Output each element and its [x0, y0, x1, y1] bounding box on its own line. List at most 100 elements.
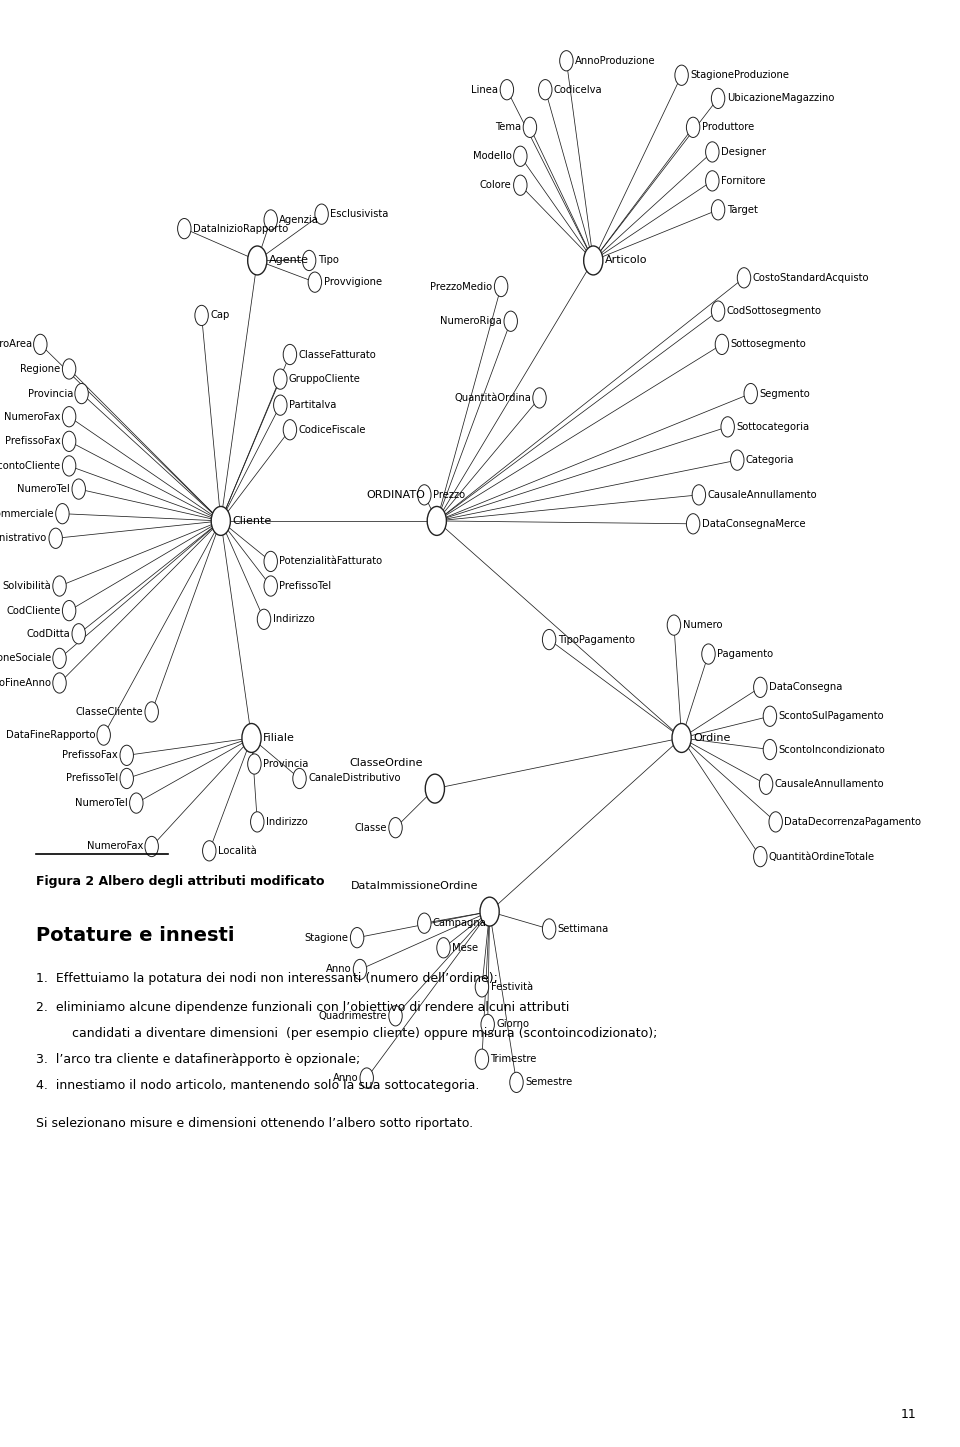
Text: ScontoIncondizionato: ScontoIncondizionato [779, 745, 885, 754]
Text: Anno: Anno [325, 965, 351, 974]
Text: Mese: Mese [452, 943, 478, 952]
Text: Cliente: Cliente [232, 517, 272, 525]
Text: Regione: Regione [20, 365, 60, 373]
Text: DataDecorrenzaPagamento: DataDecorrenzaPagamento [784, 818, 922, 826]
Circle shape [274, 369, 287, 389]
Circle shape [62, 407, 76, 427]
Circle shape [264, 551, 277, 572]
Circle shape [302, 250, 316, 271]
Circle shape [293, 768, 306, 789]
Circle shape [195, 305, 208, 326]
Text: Settimana: Settimana [558, 925, 609, 933]
Text: PotenzialitàFatturato: PotenzialitàFatturato [279, 557, 382, 566]
Circle shape [510, 1072, 523, 1092]
Circle shape [34, 334, 47, 355]
Text: DataConsegna: DataConsegna [769, 683, 842, 692]
Circle shape [721, 417, 734, 437]
Circle shape [759, 774, 773, 794]
Text: MacroArea: MacroArea [0, 340, 32, 349]
Circle shape [504, 311, 517, 331]
Circle shape [62, 456, 76, 476]
Text: CodCliente: CodCliente [6, 606, 60, 615]
Circle shape [584, 246, 603, 275]
Circle shape [211, 506, 230, 535]
Text: occoCommerciale: occoCommerciale [0, 509, 54, 518]
Circle shape [737, 268, 751, 288]
Text: GruppoCliente: GruppoCliente [289, 375, 361, 383]
Text: ClasseFatturato: ClasseFatturato [299, 350, 376, 359]
Circle shape [475, 977, 489, 997]
Text: Agente: Agente [269, 256, 309, 265]
Circle shape [315, 204, 328, 224]
Text: NumeroFax: NumeroFax [4, 412, 60, 421]
Text: ScontoCliente: ScontoCliente [0, 462, 60, 470]
Text: DataImmissioneOrdine: DataImmissioneOrdine [350, 881, 478, 890]
Text: Linea: Linea [471, 85, 498, 94]
Text: DataInizioRapporto: DataInizioRapporto [193, 224, 288, 233]
Text: ClasseCliente: ClasseCliente [76, 708, 143, 716]
Text: Tema: Tema [495, 123, 521, 132]
Text: AnnoProduzione: AnnoProduzione [575, 56, 656, 65]
Text: Provincia: Provincia [263, 760, 308, 768]
Text: candidati a diventare dimensioni  (per esempio cliente) oppure misura (scontoinc: candidati a diventare dimensioni (per es… [72, 1027, 658, 1040]
Text: CostoStandardAcquisto: CostoStandardAcquisto [753, 273, 869, 282]
Circle shape [475, 1049, 489, 1069]
Circle shape [418, 485, 431, 505]
Text: Semestre: Semestre [525, 1078, 572, 1087]
Circle shape [711, 301, 725, 321]
Text: CodDitta: CodDitta [26, 629, 70, 638]
Text: Fornitore: Fornitore [721, 177, 765, 185]
Text: Anno: Anno [332, 1074, 358, 1082]
Circle shape [251, 812, 264, 832]
Circle shape [274, 395, 287, 415]
Text: Esclusivista: Esclusivista [330, 210, 389, 218]
Circle shape [145, 702, 158, 722]
Circle shape [494, 276, 508, 297]
Circle shape [203, 841, 216, 861]
Circle shape [672, 724, 691, 752]
Circle shape [350, 928, 364, 948]
Circle shape [437, 938, 450, 958]
Text: 1.  Effettuiamo la potatura dei nodi non interessanti (numero dell’ordine);: 1. Effettuiamo la potatura dei nodi non … [36, 972, 498, 985]
Text: Figura 2 Albero degli attributi modificato: Figura 2 Albero degli attributi modifica… [36, 875, 325, 888]
Circle shape [308, 272, 322, 292]
Circle shape [542, 629, 556, 650]
Text: Provincia: Provincia [28, 389, 73, 398]
Circle shape [754, 677, 767, 697]
Text: Filiale: Filiale [263, 734, 295, 742]
Circle shape [130, 793, 143, 813]
Circle shape [56, 504, 69, 524]
Circle shape [711, 88, 725, 109]
Circle shape [425, 774, 444, 803]
Text: CodSottosegmento: CodSottosegmento [727, 307, 822, 315]
Text: Località: Località [218, 846, 256, 855]
Circle shape [500, 80, 514, 100]
Circle shape [711, 200, 725, 220]
Circle shape [62, 359, 76, 379]
Circle shape [97, 725, 110, 745]
Circle shape [53, 673, 66, 693]
Circle shape [62, 431, 76, 451]
Text: DataConsegnaMerce: DataConsegnaMerce [702, 519, 805, 528]
Circle shape [72, 479, 85, 499]
Circle shape [242, 724, 261, 752]
Circle shape [769, 812, 782, 832]
Text: Quadrimestre: Quadrimestre [319, 1011, 387, 1020]
Text: Classe: Classe [354, 823, 387, 832]
Circle shape [427, 506, 446, 535]
Text: NumeroTel: NumeroTel [75, 799, 128, 807]
Circle shape [560, 51, 573, 71]
Text: Numero: Numero [683, 621, 722, 629]
Circle shape [120, 768, 133, 789]
Text: Designer: Designer [721, 148, 766, 156]
Text: Sottosegmento: Sottosegmento [731, 340, 806, 349]
Text: PrefissoFax: PrefissoFax [62, 751, 118, 760]
Circle shape [264, 576, 277, 596]
Text: DataFineRapporto: DataFineRapporto [6, 731, 95, 739]
Text: Solvibilità: Solvibilità [2, 582, 51, 590]
Text: Indirizzo: Indirizzo [273, 615, 314, 624]
Circle shape [49, 528, 62, 548]
Circle shape [542, 919, 556, 939]
Circle shape [706, 171, 719, 191]
Circle shape [481, 1014, 494, 1035]
